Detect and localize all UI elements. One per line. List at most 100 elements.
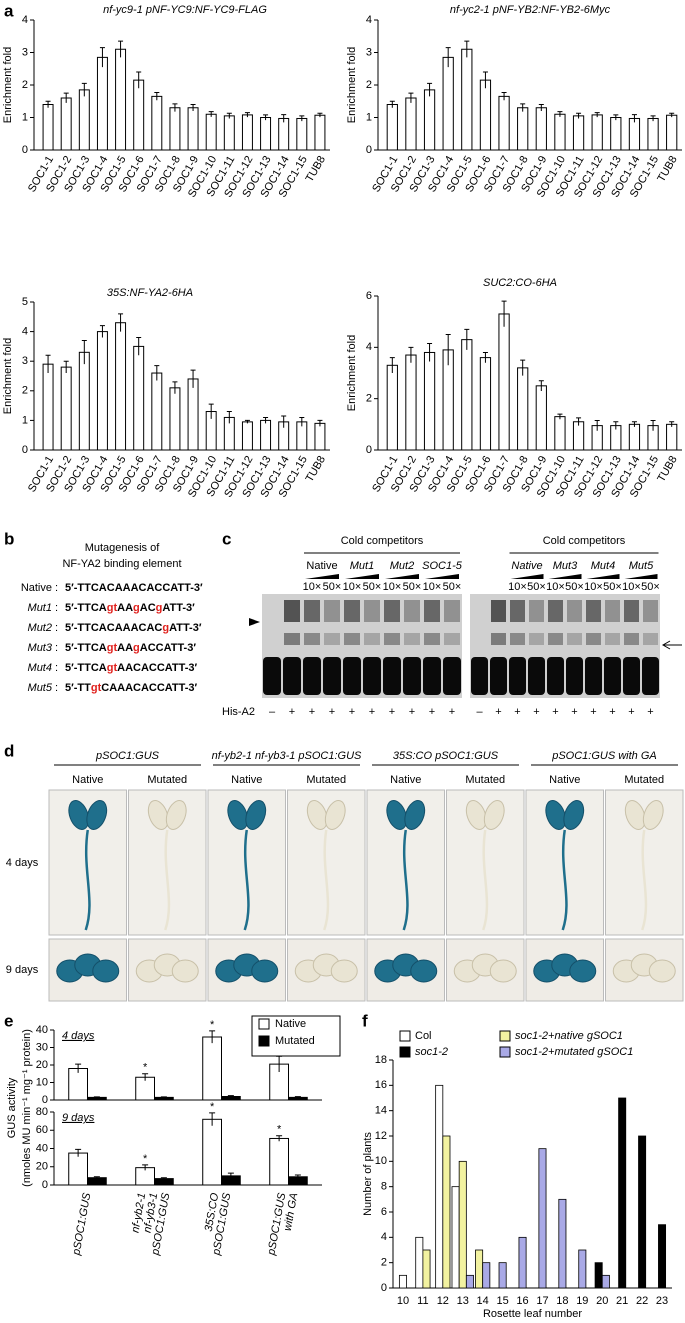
free-probe [443,657,461,695]
gel-band [548,633,563,645]
y-tick-label: 4 [366,14,372,26]
free-probe [303,657,321,695]
x-axis-label: Rosette leaf number [483,1308,582,1320]
bar [169,387,181,451]
gel-band [364,600,380,622]
free-probe [343,657,361,695]
error-bar [520,359,526,376]
error-bar [281,415,287,428]
lane-sign: + [309,706,315,718]
x-tick-label: 17 [536,1295,548,1307]
y-tick-label: 18 [375,1054,387,1066]
cotyledon [227,800,249,830]
x-tick-label: 19 [576,1295,588,1307]
seedling-root [482,829,489,931]
lane-sign: + [349,706,355,718]
bar [538,1148,547,1289]
error-bar [482,351,488,363]
seedling-root [561,829,568,931]
significance: * [210,1019,215,1031]
y-tick-label: 3 [22,46,28,58]
seedling-root [323,829,330,931]
dose-label: 50× [603,581,622,593]
condition-label: Native [72,774,103,786]
leaf [489,959,517,983]
panel-label: e [4,1011,13,1030]
error-bar [427,82,433,97]
sequence: 5′-TTCAgtAAgACCATT-3′ [65,642,196,654]
arrow [661,640,682,650]
bar [269,1137,289,1186]
y-axis-label: GUS activity [6,1077,18,1138]
error-bar [557,111,563,117]
sequence-segment: g [133,642,140,654]
y-tick-label: 10 [375,1155,387,1167]
x-tick-label: 11 [417,1295,428,1307]
bar [475,1249,484,1289]
error-bar [594,112,600,118]
error-bar [650,115,656,122]
bar [572,115,585,151]
y-tick-label: 5 [22,296,28,308]
gel-band [404,600,420,622]
row-label: Mut3 [28,642,53,654]
row-label: Native [21,582,52,594]
y-tick-label: 3 [22,355,28,367]
error-bar [613,114,619,121]
bar [554,416,566,451]
bar [133,345,145,451]
error-bar [81,82,87,97]
separator: : [55,622,58,634]
leaf [251,959,279,983]
free-probe [490,657,507,695]
y-tick-label: 4 [22,14,28,26]
bar [314,114,326,151]
error-bar [576,417,582,426]
lane-sign: + [571,706,577,718]
dose-ramp [385,574,419,579]
cotyledon [483,800,505,830]
y-tick-label: 0 [42,1179,48,1191]
bar [658,1224,667,1289]
free-probe [566,657,583,695]
gel-band [344,633,360,645]
y-tick-label: 2 [366,393,372,405]
bar [442,56,454,151]
separator: : [55,582,58,594]
bar [386,364,398,451]
dose-ramp [345,574,379,579]
error-bar [501,300,507,327]
bar [223,115,235,151]
y-tick-label: 4 [381,1231,387,1243]
error-bar [294,1096,301,1099]
dose-label: 50× [527,581,546,593]
y-tick-label: 1 [22,111,28,123]
legend-label: Native [275,1018,306,1030]
error-bar [93,1096,100,1098]
gel-band [586,633,601,645]
bar [260,117,272,151]
bar [169,107,181,151]
bar [572,421,585,451]
gel-band [605,633,620,645]
bar [638,1135,647,1289]
legend-swatch [499,1030,511,1042]
y-tick-label: 12 [375,1130,387,1142]
y-axis-label: (nmoles MU min⁻¹ mg⁻¹ protein) [21,1029,33,1187]
sequence-segment: gt [107,662,118,674]
gel-band [624,600,639,622]
bar [517,367,529,451]
dose-label: 10× [303,581,322,593]
lane-sign: + [429,706,435,718]
gel-band [324,600,340,622]
dose-ramp [305,574,339,579]
y-tick-label: 16 [375,1079,387,1091]
cotyledon [324,800,346,830]
y-tick-label: 0 [381,1282,387,1294]
panel-label: b [4,529,14,548]
lane-sign: + [552,706,558,718]
error-bar [93,1176,100,1179]
y-tick-label: 2 [381,1257,387,1269]
dose-ramp [586,574,620,579]
significance: * [277,1124,282,1136]
